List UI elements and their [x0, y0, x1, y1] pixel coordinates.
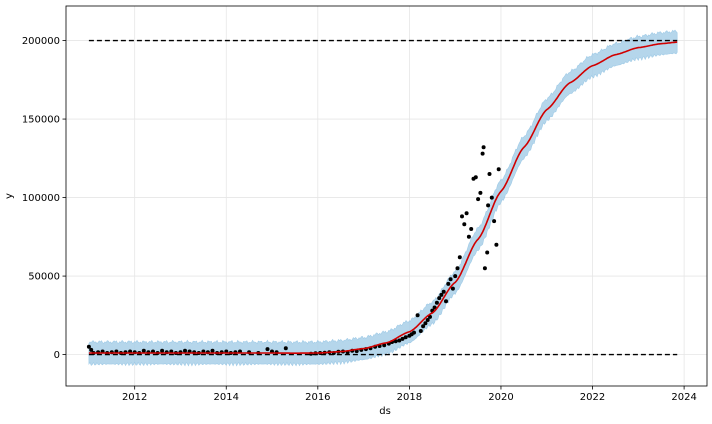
x-tick-label: 2022	[580, 392, 605, 403]
observed-point	[141, 348, 146, 353]
observed-point	[492, 219, 497, 224]
observed-point	[455, 266, 460, 271]
x-tick-label: 2012	[122, 392, 147, 403]
x-tick-label: 2018	[397, 392, 422, 403]
observed-point	[464, 211, 469, 216]
observed-point	[466, 234, 471, 239]
observed-point	[412, 330, 416, 335]
observed-point	[480, 151, 485, 156]
observed-point	[403, 335, 408, 340]
observed-point	[183, 348, 187, 353]
limit-lines-layer	[88, 39, 678, 356]
y-tick-label: 50000	[28, 272, 60, 283]
observed-point	[481, 145, 486, 150]
x-tick-label: 2024	[671, 392, 696, 403]
forecast-line	[88, 41, 678, 354]
observed-point	[397, 338, 402, 343]
observed-point	[450, 286, 455, 291]
observed-point	[86, 344, 91, 349]
uncertainty-band-layer	[88, 29, 678, 367]
observed-point	[432, 305, 437, 310]
observed-point	[457, 255, 462, 260]
observed-point	[382, 343, 387, 348]
x-tick-label: 2020	[488, 392, 513, 403]
observed-point	[446, 281, 451, 286]
observed-point	[486, 203, 491, 208]
observed-point	[425, 318, 430, 322]
plot-frame	[65, 5, 708, 387]
observed-point	[460, 214, 464, 219]
observed-point	[210, 348, 215, 353]
observed-point	[89, 347, 94, 352]
y-tick-label: 0	[54, 350, 60, 361]
observed-point	[444, 299, 448, 304]
observed-point	[462, 222, 467, 227]
observed-point	[160, 348, 165, 353]
observed-point	[487, 172, 492, 176]
uncertainty-band	[88, 29, 678, 367]
observed-point	[476, 197, 481, 202]
x-tick-label: 2014	[214, 392, 239, 403]
observed-point	[428, 314, 432, 319]
observed-point	[434, 300, 439, 305]
observed-point	[415, 313, 420, 318]
observed-point	[283, 346, 288, 351]
y-tick-label: 100000	[22, 193, 60, 204]
observed-point	[423, 321, 428, 326]
observed-point	[485, 250, 490, 255]
ticks-layer: 2012 2014 2016 2018 2020 2022 2024 0 50000 100000…	[22, 36, 697, 403]
x-axis-label: ds	[379, 406, 391, 417]
y-axis-label: y	[4, 193, 15, 199]
observed-point	[393, 339, 398, 344]
observed-point	[400, 336, 405, 341]
observed-point	[441, 289, 446, 294]
forecast-line-layer	[88, 41, 678, 354]
observed-point	[439, 292, 444, 297]
observed-point	[489, 195, 494, 200]
observed-point	[469, 227, 474, 231]
observed-point	[478, 190, 483, 195]
observed-point	[437, 296, 442, 301]
observed-point	[494, 242, 499, 247]
observed-points-layer	[86, 145, 501, 356]
y-tick-label: 150000	[22, 115, 60, 126]
axes-layer	[65, 5, 708, 387]
observed-point	[453, 274, 458, 279]
observed-point	[473, 175, 478, 180]
observed-point	[265, 347, 270, 352]
observed-point	[482, 266, 487, 271]
observed-point	[448, 277, 453, 282]
observed-point	[496, 167, 501, 172]
observed-point	[418, 329, 423, 333]
x-tick-label: 2016	[305, 392, 330, 403]
y-tick-label: 200000	[22, 36, 60, 47]
observed-point	[421, 324, 426, 329]
